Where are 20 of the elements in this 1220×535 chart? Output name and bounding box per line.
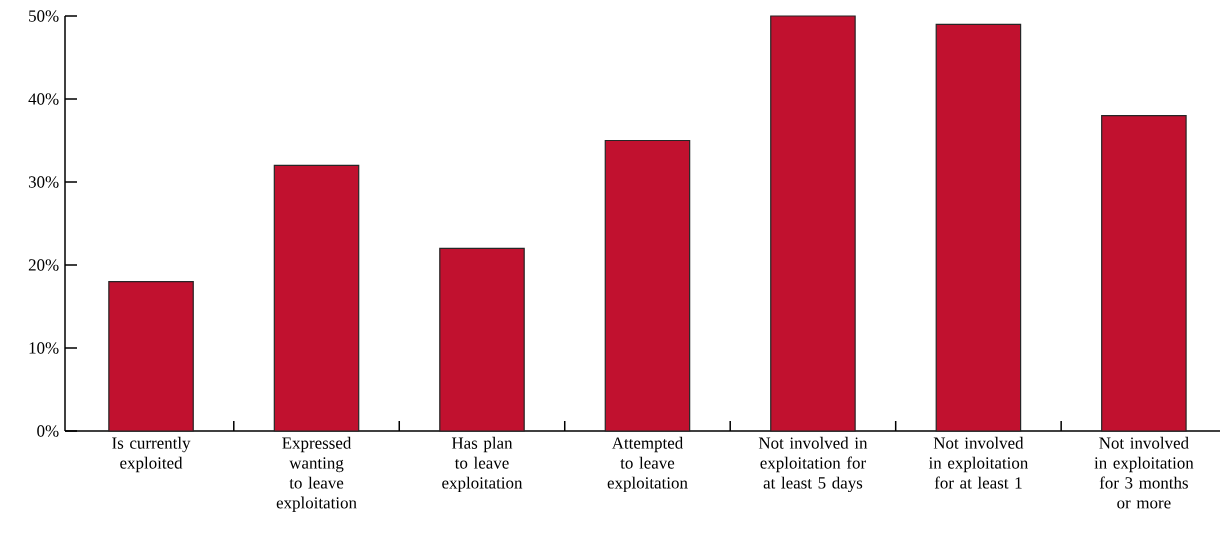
y-tick-label: 20% xyxy=(28,259,59,271)
bar xyxy=(439,247,525,432)
x-tick-label: Has plan to leave exploitation xyxy=(442,436,523,493)
x-tick-label: Not involved in exploitation for at least 1 xyxy=(928,436,1029,489)
bar xyxy=(108,281,194,432)
bar xyxy=(273,164,360,432)
x-tick-label: Not involved in exploitation for 3 months or more xyxy=(1094,436,1194,509)
x-tick-label: Is currently exploited xyxy=(112,436,191,473)
y-tick-label: 50% xyxy=(29,10,59,22)
bar xyxy=(770,15,856,432)
y-tick-label: 0% xyxy=(37,425,59,437)
y-tick-label: 10% xyxy=(29,342,59,354)
y-tick-label: 40% xyxy=(28,93,59,105)
bar xyxy=(604,139,691,432)
bar xyxy=(935,23,1022,432)
x-tick-label: Expressed wanting to leave exploitation xyxy=(276,436,357,512)
x-tick-label: Attempted to leave exploitation xyxy=(607,436,688,493)
bar xyxy=(1101,115,1187,432)
y-tick-label: 30% xyxy=(28,176,59,188)
x-tick-label: Not involved in exploitation for at least 5 days xyxy=(758,436,868,493)
